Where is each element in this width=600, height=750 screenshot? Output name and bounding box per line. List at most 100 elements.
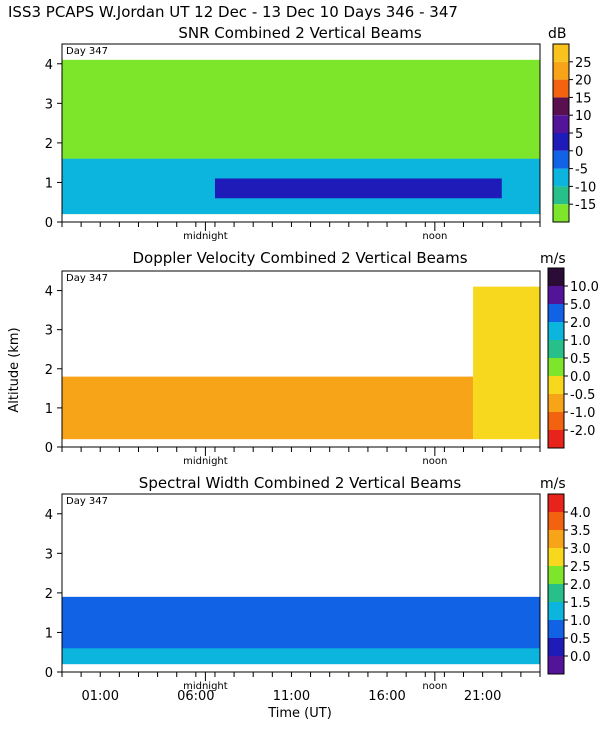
colorbar-swatch [553, 61, 569, 80]
colorbar-tick-label: 10 [575, 109, 592, 124]
colorbar-tick-label: 20 [575, 74, 592, 89]
x-marker-label: noon [422, 681, 447, 692]
colorbar-tick-label: 3.5 [570, 524, 591, 539]
x-marker-label: noon [422, 231, 447, 242]
colorbar-swatch [548, 512, 564, 530]
x-tick-label: 11:00 [273, 689, 310, 704]
colorbar-swatch [548, 430, 564, 448]
y-tick-label: 2 [45, 587, 53, 602]
x-axis-label: Time (UT) [267, 706, 332, 721]
colorbar-tick-label: 0 [575, 145, 583, 160]
colorbar-swatch [548, 494, 564, 512]
colorbar-swatch [548, 548, 564, 566]
colorbar-tick-label: 10.0 [570, 280, 599, 295]
x-marker-label: midnight [183, 456, 228, 467]
y-tick-label: 4 [45, 285, 53, 300]
doppler-velocity-panel: Doppler Velocity Combined 2 Vertical Bea… [45, 249, 599, 467]
day-label: Day 347 [66, 496, 108, 507]
colorbar-tick-label: 5.0 [570, 298, 591, 313]
colorbar-swatch [553, 168, 569, 187]
data-layer [62, 648, 540, 665]
figure-header: ISS3 PCAPS W.Jordan UT 12 Dec - 13 Dec 1… [8, 3, 458, 21]
colorbar: 0.0 0.5 1.0 1.5 2.0 2.5 3.0 3.5 4.0 [547, 493, 591, 675]
colorbar-tick-label: 1.0 [570, 334, 591, 349]
day-label: Day 347 [66, 273, 108, 284]
colorbar-swatch [548, 358, 564, 376]
colorbar-swatch [548, 376, 564, 394]
colorbar-swatch [548, 412, 564, 430]
colorbar-swatch [548, 602, 564, 620]
colorbar-swatch [553, 186, 569, 205]
x-marker-label: noon [422, 456, 447, 467]
colorbar-tick-label: 4.0 [570, 506, 591, 521]
y-tick-label: 4 [45, 58, 53, 73]
colorbar-tick-label: 2.0 [570, 316, 591, 331]
colorbar-swatch [553, 79, 569, 98]
y-tick-label: 0 [45, 216, 53, 231]
y-axis-label: Altitude (km) [7, 327, 22, 412]
panel-title: Doppler Velocity Combined 2 Vertical Bea… [132, 249, 467, 267]
axes: 0 1 2 3 4 midnight noon [45, 285, 541, 467]
x-marker-label: midnight [183, 231, 228, 242]
colorbar-swatch [553, 115, 569, 133]
colorbar-tick-label: 1.5 [570, 596, 591, 611]
axes: 0 1 2 3 4 midnight noon 01:00 06:00 11:00 16:00 21:… [45, 508, 541, 704]
x-tick-label: 06:00 [177, 689, 214, 704]
colorbar-swatch [548, 656, 564, 674]
colorbar-swatch [553, 204, 569, 222]
y-tick-label: 4 [45, 508, 53, 523]
x-tick-label: 16:00 [368, 689, 405, 704]
y-tick-label: 1 [45, 626, 53, 641]
colorbar-tick-label: 25 [575, 56, 592, 71]
colorbar-tick-label: 0.5 [570, 352, 591, 367]
colorbar-tick-label: 0.5 [570, 632, 591, 647]
colorbar-tick-label: -1.0 [570, 406, 595, 421]
colorbar-tick-label: 0.0 [570, 650, 591, 665]
colorbar-swatch [553, 97, 569, 116]
x-tick-label: 21:00 [464, 689, 501, 704]
snr-panel: SNR Combined 2 Vertical Beams dB Day 347… [45, 24, 597, 242]
data-layer [214, 178, 502, 199]
y-tick-label: 2 [45, 363, 53, 378]
colorbar-swatch [553, 44, 569, 62]
panel-title: SNR Combined 2 Vertical Beams [178, 24, 421, 42]
y-tick-label: 0 [45, 666, 53, 681]
x-tick-label: 01:00 [82, 689, 119, 704]
colorbar-tick-label: 2.5 [570, 560, 591, 575]
y-tick-label: 0 [45, 441, 53, 456]
axes: 0 1 2 3 4 midnight noon [45, 58, 541, 242]
y-tick-label: 2 [45, 137, 53, 152]
colorbar: -15 -10 -5 0 5 10 15 20 25 [552, 43, 596, 223]
colorbar-tick-label: -15 [575, 198, 596, 213]
colorbar-tick-label: -2.0 [570, 424, 595, 439]
plot-area [62, 596, 540, 665]
colorbar-swatch [548, 340, 564, 358]
plot-frame [61, 43, 541, 223]
day-label: Day 347 [66, 46, 108, 57]
colorbar-swatch [548, 566, 564, 584]
colorbar-tick-label: -10 [575, 180, 596, 195]
colorbar-tick-label: 5 [575, 127, 583, 142]
plot-area [62, 286, 540, 440]
colorbar-tick-label: 2.0 [570, 578, 591, 593]
colorbar-tick-label: 0.0 [570, 370, 591, 385]
colorbar-swatch [548, 638, 564, 656]
spectral-width-panel: Spectral Width Combined 2 Vertical Beams… [45, 474, 591, 704]
panel-title: Spectral Width Combined 2 Vertical Beams [139, 474, 462, 492]
colorbar-swatch [548, 286, 564, 304]
colorbar-tick-label: -5 [575, 163, 588, 178]
plot-area [62, 59, 540, 215]
plot-frame [61, 270, 541, 448]
colorbar-swatch [553, 150, 569, 169]
plot-frame [61, 493, 541, 673]
colorbar-swatch [548, 530, 564, 548]
y-tick-label: 1 [45, 176, 53, 191]
colorbar-tick-label: 3.0 [570, 542, 591, 557]
colorbar-swatch [548, 394, 564, 412]
colorbar: -2.0 -1.0 -0.5 0.0 0.5 1.0 2.0 5.0 10.0 [547, 267, 599, 449]
colorbar-swatch [548, 268, 564, 286]
colorbar-tick-label: -0.5 [570, 388, 595, 403]
colorbar-unit: m/s [540, 476, 566, 492]
y-tick-label: 1 [45, 402, 53, 417]
